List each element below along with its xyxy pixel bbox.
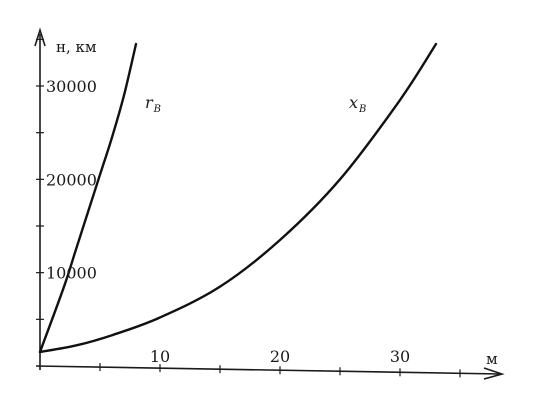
series-label-r-b: rB	[145, 93, 161, 115]
series-label-sub: B	[358, 104, 366, 115]
series-label-sub: B	[153, 104, 161, 115]
x-tick-label: 30	[390, 347, 410, 366]
series-line-r-b	[38, 42, 138, 354]
y-tick-label: 20000	[46, 170, 97, 189]
x-axis-line	[35, 365, 501, 375]
series-label-main: r	[145, 93, 154, 112]
x-tick-label: 20	[270, 347, 290, 366]
x-axis-arrow	[483, 367, 505, 380]
y-tick-label: 10000	[46, 264, 97, 283]
axes	[34, 27, 505, 380]
y-axis-label: н, км	[56, 38, 97, 56]
series-line-x-b	[38, 42, 438, 354]
series-label-x-b: xB	[349, 93, 366, 115]
x-tick-label: 10	[150, 347, 170, 366]
y-axis-arrow	[34, 27, 46, 47]
x-axis-label: м	[486, 350, 498, 368]
ticks	[36, 38, 461, 378]
curves	[38, 42, 438, 354]
y-tick-label: 30000	[46, 77, 97, 96]
series-label-main: x	[349, 93, 358, 112]
